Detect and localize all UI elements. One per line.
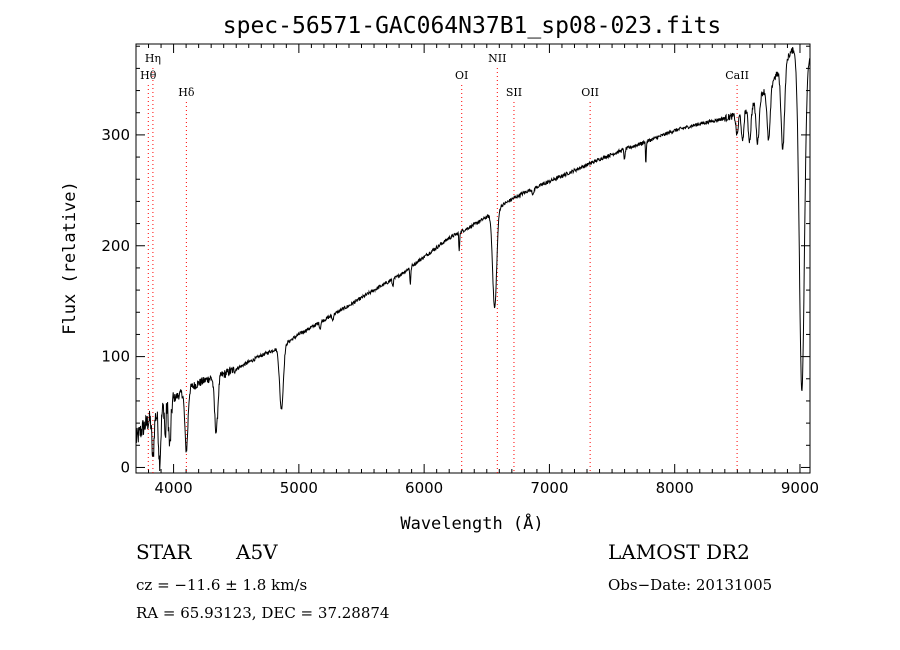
line-marker-label: Hη (145, 52, 161, 65)
redshift-value: cz = −11.6 ± 1.8 km/s (136, 576, 308, 594)
y-tick-label: 100 (101, 348, 130, 366)
y-tick-label: 300 (101, 126, 130, 144)
x-tick-label: 9000 (781, 479, 819, 497)
x-tick-label: 8000 (656, 479, 694, 497)
line-marker-label: OII (581, 86, 599, 99)
survey-name: LAMOST DR2 (608, 540, 750, 564)
y-axis-label: Flux (relative) (60, 181, 80, 335)
x-tick-label: 6000 (405, 479, 443, 497)
line-marker-label: Hδ (178, 86, 195, 99)
line-marker-label: OI (455, 69, 468, 82)
x-axis-label: Wavelength (Å) (400, 512, 543, 534)
plot-axes: 4000 5000 6000 7000 8000 9000 0 100 200 300 (101, 43, 819, 497)
y-tick-label: 200 (101, 237, 130, 255)
line-marker-label: NII (488, 52, 506, 65)
line-marker-label: SII (506, 86, 522, 99)
sky-coordinates: RA = 65.93123, DEC = 37.28874 (136, 604, 390, 622)
spectral-line-markers: Hη Hθ Hδ OI NII SII OII CaII (140, 52, 749, 473)
line-marker-label: CaII (725, 69, 749, 82)
x-tick-label: 7000 (530, 479, 568, 497)
spectral-subclass: A5V (236, 540, 278, 564)
x-tick-label: 4000 (154, 479, 192, 497)
y-tick-label: 0 (120, 458, 130, 476)
observation-date: Obs−Date: 20131005 (608, 576, 773, 594)
x-tick-label: 5000 (280, 479, 318, 497)
plot-frame (135, 43, 811, 474)
object-type: STAR (136, 540, 192, 564)
chart-title: spec-56571-GAC064N37B1_sp08-023.fits (223, 13, 722, 39)
line-marker-label: Hθ (140, 69, 157, 82)
spectrum-line (135, 47, 811, 472)
